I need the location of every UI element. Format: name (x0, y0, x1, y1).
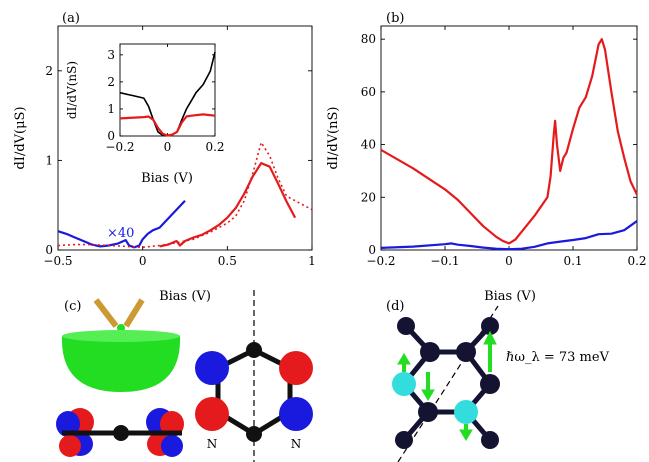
xtick-label: 0.5 (218, 254, 237, 268)
panel-a-xlabel: Bias (V) (159, 289, 211, 304)
nitrogen-label-left: N (207, 437, 218, 451)
xtick-label: −0.1 (430, 254, 459, 268)
displacement-arrows (397, 330, 497, 441)
ytick-label: 60 (361, 85, 376, 99)
xtick-label: 0 (139, 254, 147, 268)
inset-xlabel: Bias (V) (141, 171, 193, 186)
xtick-label: 1 (308, 254, 316, 268)
ytick-label: 1 (45, 153, 53, 167)
panel-a-label: (a) (62, 11, 80, 26)
panel-d-label: (d) (386, 299, 404, 314)
series-line-red-dotted (57, 141, 313, 249)
ytick-label: 2 (45, 64, 53, 78)
panel-b-frame (380, 25, 638, 251)
series-line-red-solid (119, 113, 216, 137)
panel-a-ylabel: dI/dV(μS) (13, 106, 28, 169)
ytick-label: 0 (368, 243, 376, 257)
xtick-label: 0 (164, 140, 172, 154)
panel-b-label: (b) (386, 11, 404, 26)
xtick-label: −0.5 (43, 254, 72, 268)
series-line-blue-solid (380, 220, 638, 251)
series-line-blue-solid (57, 199, 186, 249)
panel-a-frame (57, 25, 313, 251)
panel-b-xlabel: Bias (V) (484, 289, 536, 304)
ytick-label: 80 (361, 32, 376, 46)
xtick-label: 0 (505, 254, 513, 268)
ytick-label: 0 (107, 129, 115, 143)
xtick-label: 0.1 (563, 254, 582, 268)
ytick-label: 1 (107, 102, 115, 116)
panel-a: (a) 012 −0.5 0 0.5 1 dI/dV(μS) Bias (V) ×40… (13, 11, 316, 304)
xtick-label: 0.2 (627, 254, 646, 268)
xtick-label: −0.2 (105, 140, 134, 154)
panel-b-ylabel: dI/dV(nS) (326, 107, 341, 170)
ytick-label: 2 (107, 75, 115, 89)
panel-d: (d) (386, 299, 610, 462)
panel-c: (c) (56, 290, 313, 462)
inset-frame (119, 43, 216, 137)
xtick-label: 0.2 (205, 140, 224, 154)
series-line-red-solid (159, 162, 297, 248)
molecule-top-view: N N (195, 290, 313, 462)
vibration-mode (402, 324, 492, 442)
series-line-red-solid (380, 38, 638, 245)
nitrogen-label-right: N (291, 437, 302, 451)
tip-orbital (61, 336, 181, 392)
molecule-side-view (56, 408, 184, 457)
inset-ylabel: dI/dV(nS) (65, 61, 79, 119)
panel-c-label: (c) (64, 299, 81, 314)
ytick-label: 20 (361, 190, 376, 204)
xtick-label: −0.2 (366, 254, 395, 268)
ytick-label: 40 (361, 138, 376, 152)
phonon-energy-annotation: ℏω_λ = 73 meV (506, 350, 610, 365)
ytick-label: 0 (45, 243, 53, 257)
ytick-label: 3 (107, 48, 115, 62)
stm-tip (93, 298, 145, 332)
panel-a-annotation: ×40 (107, 226, 134, 241)
